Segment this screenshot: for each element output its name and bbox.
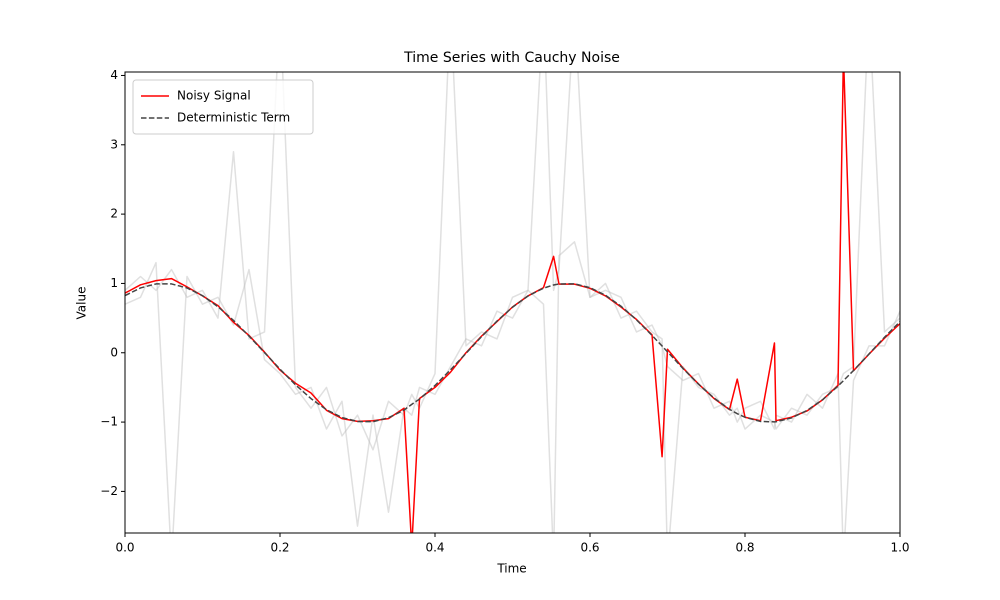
x-tick-label: 1.0 bbox=[890, 541, 909, 555]
series-line bbox=[125, 283, 900, 423]
plot-frame bbox=[124, 71, 901, 534]
series-line bbox=[125, 72, 900, 533]
y-tick-label: −1 bbox=[100, 415, 118, 429]
legend-box bbox=[132, 79, 314, 135]
y-tick-label: −2 bbox=[100, 484, 118, 498]
legend: Noisy Signal Deterministic Term bbox=[132, 79, 314, 135]
y-tick-label: 3 bbox=[110, 137, 118, 151]
legend-label: Noisy Signal bbox=[177, 89, 251, 103]
chart-title: Time Series with Cauchy Noise bbox=[403, 50, 620, 66]
y-tick-label: 4 bbox=[110, 68, 118, 82]
plot-lines bbox=[125, 72, 900, 533]
y-tick-label: 0 bbox=[110, 345, 118, 359]
x-axis-label: Time bbox=[496, 562, 526, 576]
x-tick-label: 0.2 bbox=[270, 541, 289, 555]
y-tick-label: 1 bbox=[110, 276, 118, 290]
legend-label: Deterministic Term bbox=[177, 111, 290, 125]
y-tick-label: 2 bbox=[110, 207, 118, 221]
x-tick-label: 0.8 bbox=[735, 541, 754, 555]
y-axis-label: Value bbox=[75, 287, 89, 320]
x-tick-label: 0.6 bbox=[580, 541, 599, 555]
series-line bbox=[125, 241, 900, 533]
x-tick-label: 0.4 bbox=[425, 541, 444, 555]
x-tick-label: 0.0 bbox=[115, 541, 134, 555]
